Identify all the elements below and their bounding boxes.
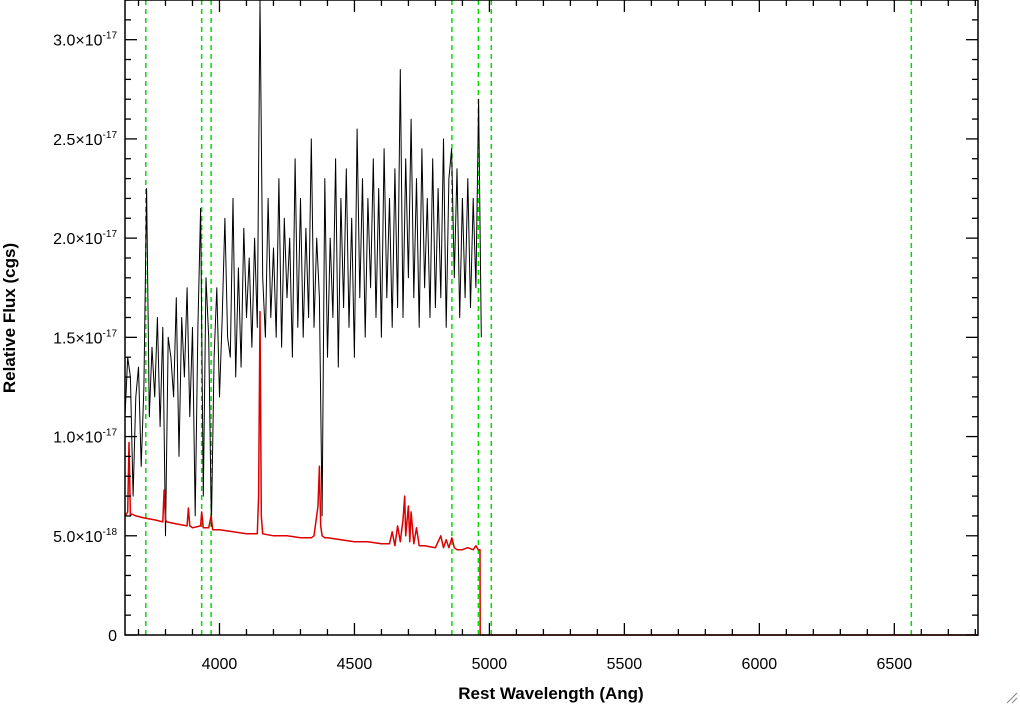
- x-axis-title: Rest Wavelength (Ang): [458, 684, 643, 703]
- plot-frame: [124, 0, 979, 636]
- y-tick-label: 3.0×10-17: [53, 31, 117, 50]
- x-tick-labels: 4000 4500 5000 5500 6000 6500: [202, 656, 913, 673]
- y-tick-label: 5.0×10-18: [53, 527, 117, 546]
- y-tick-label: 1.0×10-17: [53, 428, 117, 447]
- model-line: [124, 310, 978, 636]
- series-layer: [124, 0, 978, 636]
- x-tick-label: 4500: [337, 656, 373, 673]
- y-tick-label: 0: [108, 628, 117, 645]
- x-tick-label: 5500: [607, 656, 643, 673]
- y-tick-labels: 0 5.0×10-18 1.0×10-17 1.5×10-17 2.0×10-17 2.5…: [53, 31, 117, 645]
- x-tick-label: 4000: [202, 656, 238, 673]
- x-tick-label: 6500: [877, 656, 913, 673]
- y-tick-label: 2.0×10-17: [53, 229, 117, 248]
- x-tick-label: 6000: [742, 656, 778, 673]
- y-axis-title: Relative Flux (cgs): [0, 243, 19, 393]
- y-tick-label: 2.5×10-17: [53, 130, 117, 149]
- resize-grip-icon[interactable]: [1004, 690, 1018, 704]
- x-tick-label: 5000: [472, 656, 508, 673]
- spectrum-line: [124, 0, 482, 537]
- y-tick-label: 1.5×10-17: [53, 328, 117, 347]
- axis-ticks: [125, 0, 978, 636]
